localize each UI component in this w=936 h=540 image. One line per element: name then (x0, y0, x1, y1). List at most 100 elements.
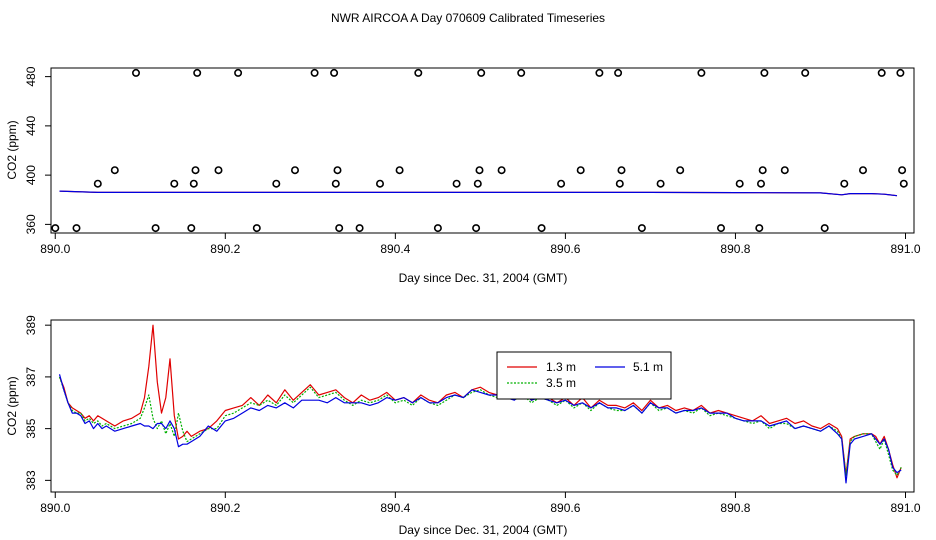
calibration-point (475, 166, 484, 175)
calibration-point (472, 224, 481, 233)
p1-y-tick-label: 440 (24, 116, 38, 136)
figure-title: NWR AIRCOA A Day 070609 Calibrated Times… (331, 11, 605, 25)
p2-x-tick-label: 890.2 (210, 501, 240, 515)
p2-x-tick-label: 891.0 (890, 501, 920, 515)
top-y-axis-label: CO2 (ppm) (5, 120, 19, 179)
p2-x-tick-label: 890.0 (40, 501, 70, 515)
calibration-point (820, 224, 829, 233)
calibration-point (93, 179, 102, 188)
legend-label-5-1m: 5.1 m (633, 360, 663, 374)
calibration-point (473, 179, 482, 188)
calibration-point (517, 68, 526, 77)
series-line-3-5-m (58, 376, 902, 476)
calibration-point (187, 224, 196, 233)
p1-x-tick-label: 890.0 (40, 242, 70, 256)
series-line-5-1-m (58, 374, 902, 484)
calibration-point (214, 166, 223, 175)
calibration-point (497, 166, 506, 175)
calibration-point (395, 166, 404, 175)
calibration-point (756, 179, 765, 188)
calibration-point (840, 179, 849, 188)
calibration-point (858, 166, 867, 175)
legend: 1.3 m 3.5 m 5.1 m (496, 351, 672, 400)
calibration-point (330, 68, 339, 77)
calibration-point (896, 68, 905, 77)
calibration-point (110, 166, 119, 175)
bottom-y-axis: 383 385 387 389 (24, 315, 52, 490)
calibration-point (801, 68, 810, 77)
calibration-point (310, 68, 319, 77)
bottom-x-axis: 890.0 890.2 890.4 890.6 890.8 891.0 (40, 491, 921, 515)
calibration-point (355, 224, 364, 233)
calibration-point (760, 68, 769, 77)
top-x-axis: 890.0 890.2 890.4 890.6 890.8 891.0 (40, 232, 921, 256)
bottom-x-axis-label: Day since Dec. 31, 2004 (GMT) (399, 523, 568, 537)
calibration-point (272, 179, 281, 188)
p1-x-tick-label: 891.0 (890, 242, 920, 256)
calibration-point (477, 68, 486, 77)
series-line-1-3-m (58, 324, 902, 479)
bottom-series-lines (58, 324, 902, 484)
calibration-point (557, 179, 566, 188)
bottom-plot-frame (50, 319, 915, 493)
calibration-point (716, 224, 725, 233)
calibration-point (614, 68, 623, 77)
top-y-axis: 360 400 440 480 (24, 66, 52, 234)
p1-x-tick-label: 890.4 (380, 242, 410, 256)
p2-y-tick-label: 383 (24, 470, 38, 490)
calibration-point (898, 166, 907, 175)
calibration-point (735, 179, 744, 188)
calibration-point (72, 224, 81, 233)
calibration-point (656, 179, 665, 188)
p2-y-tick-label: 387 (24, 367, 38, 387)
calibration-point (132, 68, 141, 77)
p2-y-tick-label: 385 (24, 418, 38, 438)
calibration-point (335, 224, 344, 233)
calibration-point (877, 68, 886, 77)
calibration-point (151, 224, 160, 233)
p1-x-tick-label: 890.8 (720, 242, 750, 256)
calibration-point (780, 166, 789, 175)
calibration-point (375, 179, 384, 188)
calibration-point (576, 166, 585, 175)
calibration-point (755, 224, 764, 233)
p2-x-tick-label: 890.6 (550, 501, 580, 515)
calibration-point (191, 166, 200, 175)
p1-x-tick-label: 890.2 (210, 242, 240, 256)
calibration-point (637, 224, 646, 233)
calibration-point (333, 166, 342, 175)
calibration-point (758, 166, 767, 175)
top-plot-frame (50, 67, 915, 234)
p1-y-tick-label: 360 (24, 214, 38, 234)
legend-label-3-5m: 3.5 m (546, 376, 576, 390)
calibration-point (193, 68, 202, 77)
p1-y-tick-label: 400 (24, 165, 38, 185)
series-line-1-3-m (59, 190, 898, 197)
legend-label-1-3m: 1.3 m (546, 360, 576, 374)
legend-box (496, 351, 672, 400)
calibration-point (252, 224, 261, 233)
calibration-point (452, 179, 461, 188)
calibration-point (697, 68, 706, 77)
calibration-point (290, 166, 299, 175)
calibration-point (899, 179, 908, 188)
calibration-point (170, 179, 179, 188)
calibration-point (537, 224, 546, 233)
calibration-point (676, 166, 685, 175)
calibration-point (234, 68, 243, 77)
calibration-point (189, 179, 198, 188)
calibration-point (615, 179, 624, 188)
p2-x-tick-label: 890.4 (380, 501, 410, 515)
calibration-point (433, 224, 442, 233)
bottom-y-axis-label: CO2 (ppm) (5, 376, 19, 435)
p1-x-tick-label: 890.6 (550, 242, 580, 256)
top-x-axis-label: Day since Dec. 31, 2004 (GMT) (399, 271, 568, 285)
series-line-5-1-m (59, 190, 898, 197)
calibration-point (414, 68, 423, 77)
calibration-point (617, 166, 626, 175)
p1-y-tick-label: 480 (24, 66, 38, 86)
top-series-lines (59, 190, 898, 197)
calibration-point (595, 68, 604, 77)
